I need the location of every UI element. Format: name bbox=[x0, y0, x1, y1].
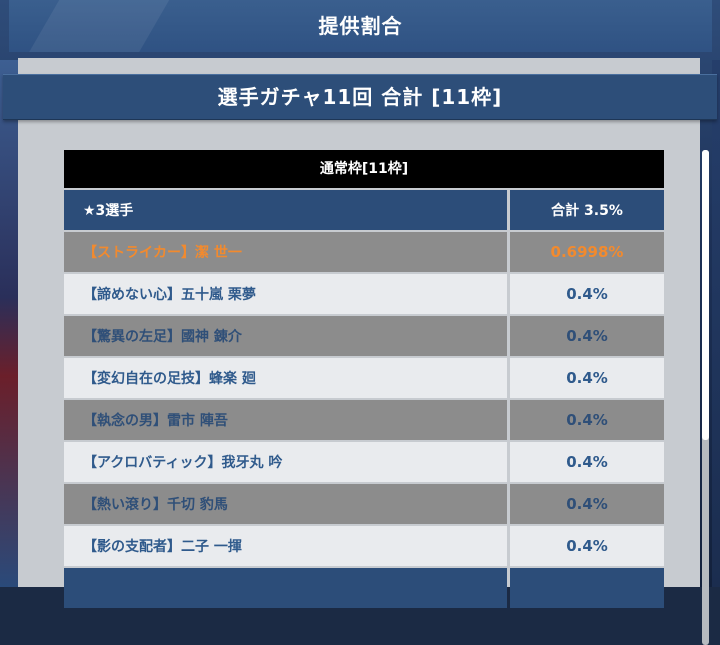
player-rate: 0.4% bbox=[510, 316, 664, 356]
dialog-body[interactable]: 通常枠[11枠] ★3選手 合計 3.5% 【ストライカー】潔 世一 0.699… bbox=[18, 58, 709, 645]
player-name: 【アクロバティック】我牙丸 吟 bbox=[64, 442, 507, 482]
player-name: 【諦めない心】五十嵐 栗夢 bbox=[64, 274, 507, 314]
dialog-title: 提供割合 bbox=[318, 14, 403, 38]
table-row: 【ストライカー】潔 世一 0.6998% bbox=[64, 232, 664, 272]
player-rate: 0.4% bbox=[510, 442, 664, 482]
table-row-partial bbox=[64, 568, 664, 608]
player-name: 【変幻自在の足技】蜂楽 廻 bbox=[64, 358, 507, 398]
header-label: ★3選手 bbox=[64, 190, 507, 230]
table-row: 【影の支配者】二子 一揮 0.4% bbox=[64, 526, 664, 566]
table-row: 【驚異の左足】國神 錬介 0.4% bbox=[64, 316, 664, 356]
player-rate: 0.4% bbox=[510, 400, 664, 440]
player-name: 【熱い滾り】千切 豹馬 bbox=[64, 484, 507, 524]
section-heading: 通常枠[11枠] bbox=[64, 150, 664, 188]
gacha-summary-banner: 選手ガチャ11回 合計 [11枠] bbox=[3, 74, 717, 120]
player-rate: 0.4% bbox=[510, 358, 664, 398]
player-rate: 0.4% bbox=[510, 484, 664, 524]
background-right-edge bbox=[712, 60, 720, 587]
next-section-label bbox=[64, 568, 507, 608]
next-section-value bbox=[510, 568, 664, 608]
player-rate: 0.4% bbox=[510, 526, 664, 566]
player-name: 【執念の男】雷市 陣吾 bbox=[64, 400, 507, 440]
dialog-header: 提供割合 bbox=[9, 0, 712, 52]
player-rate: 0.6998% bbox=[510, 232, 664, 272]
rates-table: 通常枠[11枠] ★3選手 合計 3.5% 【ストライカー】潔 世一 0.699… bbox=[64, 150, 664, 608]
player-name: 【ストライカー】潔 世一 bbox=[64, 232, 507, 272]
header-value: 合計 3.5% bbox=[510, 190, 664, 230]
background-left-edge bbox=[0, 60, 18, 587]
drop-rates-dialog: 提供割合 通常枠[11枠] ★3選手 合計 3.5% 【ストライカー】潔 世一 … bbox=[3, 0, 717, 645]
player-name: 【驚異の左足】國神 錬介 bbox=[64, 316, 507, 356]
table-row: 【変幻自在の足技】蜂楽 廻 0.4% bbox=[64, 358, 664, 398]
player-name: 【影の支配者】二子 一揮 bbox=[64, 526, 507, 566]
table-header-row: ★3選手 合計 3.5% bbox=[64, 190, 664, 230]
table-row: 【アクロバティック】我牙丸 吟 0.4% bbox=[64, 442, 664, 482]
scrollbar-thumb[interactable] bbox=[702, 150, 709, 440]
player-rate: 0.4% bbox=[510, 274, 664, 314]
table-row: 【執念の男】雷市 陣吾 0.4% bbox=[64, 400, 664, 440]
table-row: 【熱い滾り】千切 豹馬 0.4% bbox=[64, 484, 664, 524]
table-row: 【諦めない心】五十嵐 栗夢 0.4% bbox=[64, 274, 664, 314]
